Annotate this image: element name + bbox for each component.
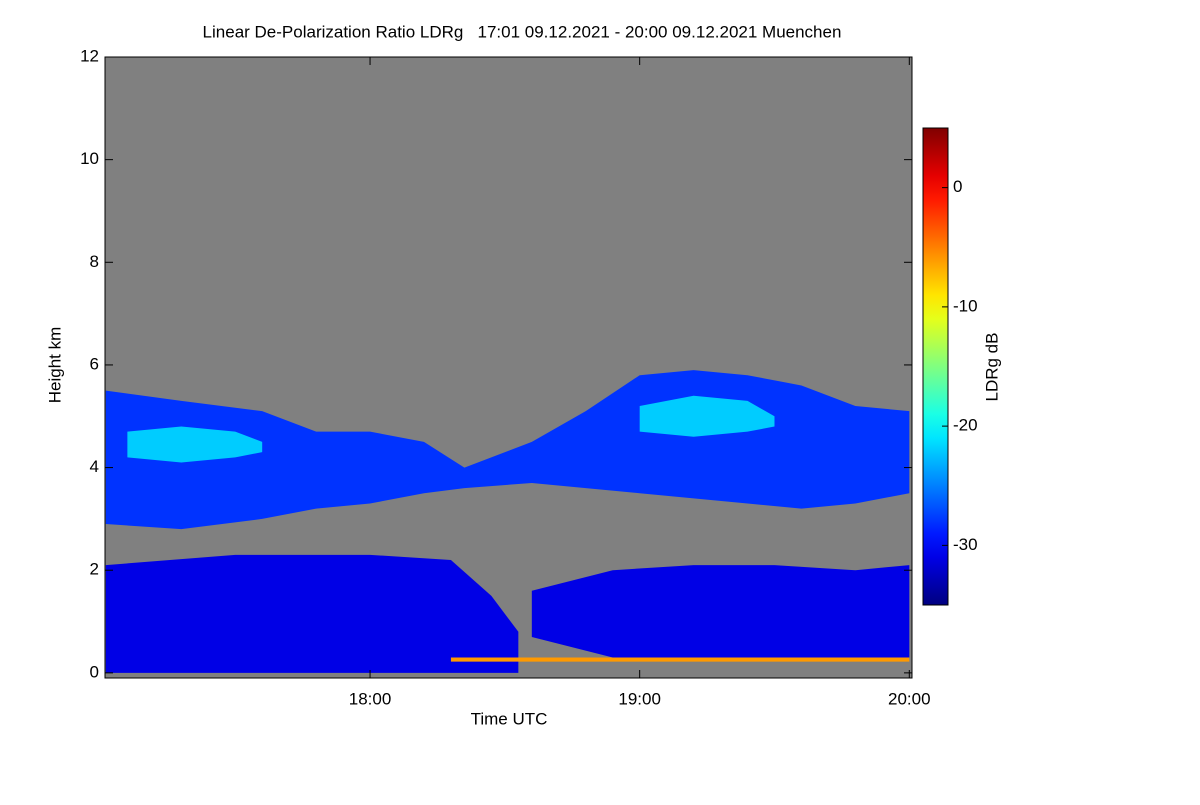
chart-title: Linear De-Polarization Ratio LDRg 17:01 …	[203, 22, 842, 41]
y-tick-label: 6	[90, 354, 99, 373]
x-tick-label: 20:00	[888, 689, 931, 708]
colorbar	[922, 127, 949, 606]
y-tick-label: 2	[90, 560, 99, 579]
x-tick-label: 18:00	[349, 689, 392, 708]
colorbar-tick-label: -30	[953, 535, 978, 554]
colorbar-tick-label: -10	[953, 296, 978, 315]
y-tick-label: 4	[90, 457, 99, 476]
data-region	[450, 657, 910, 662]
colorbar-tick-label: -20	[953, 416, 978, 435]
plot-frame	[104, 56, 913, 679]
y-tick-label: 0	[90, 662, 99, 681]
data-region	[127, 426, 263, 463]
x-tick-label: 19:00	[618, 689, 661, 708]
y-tick-label: 8	[90, 252, 99, 271]
colorbar-label: LDRg dB	[982, 333, 1001, 402]
y-tick-label: 10	[80, 149, 99, 168]
y-axis-label: Height km	[45, 327, 64, 404]
data-region	[531, 565, 910, 658]
y-tick-label: 12	[80, 46, 99, 65]
colorbar-tick-label: 0	[953, 177, 962, 196]
x-axis-label: Time UTC	[471, 709, 548, 728]
data-region	[639, 395, 775, 437]
data-region	[105, 554, 519, 673]
